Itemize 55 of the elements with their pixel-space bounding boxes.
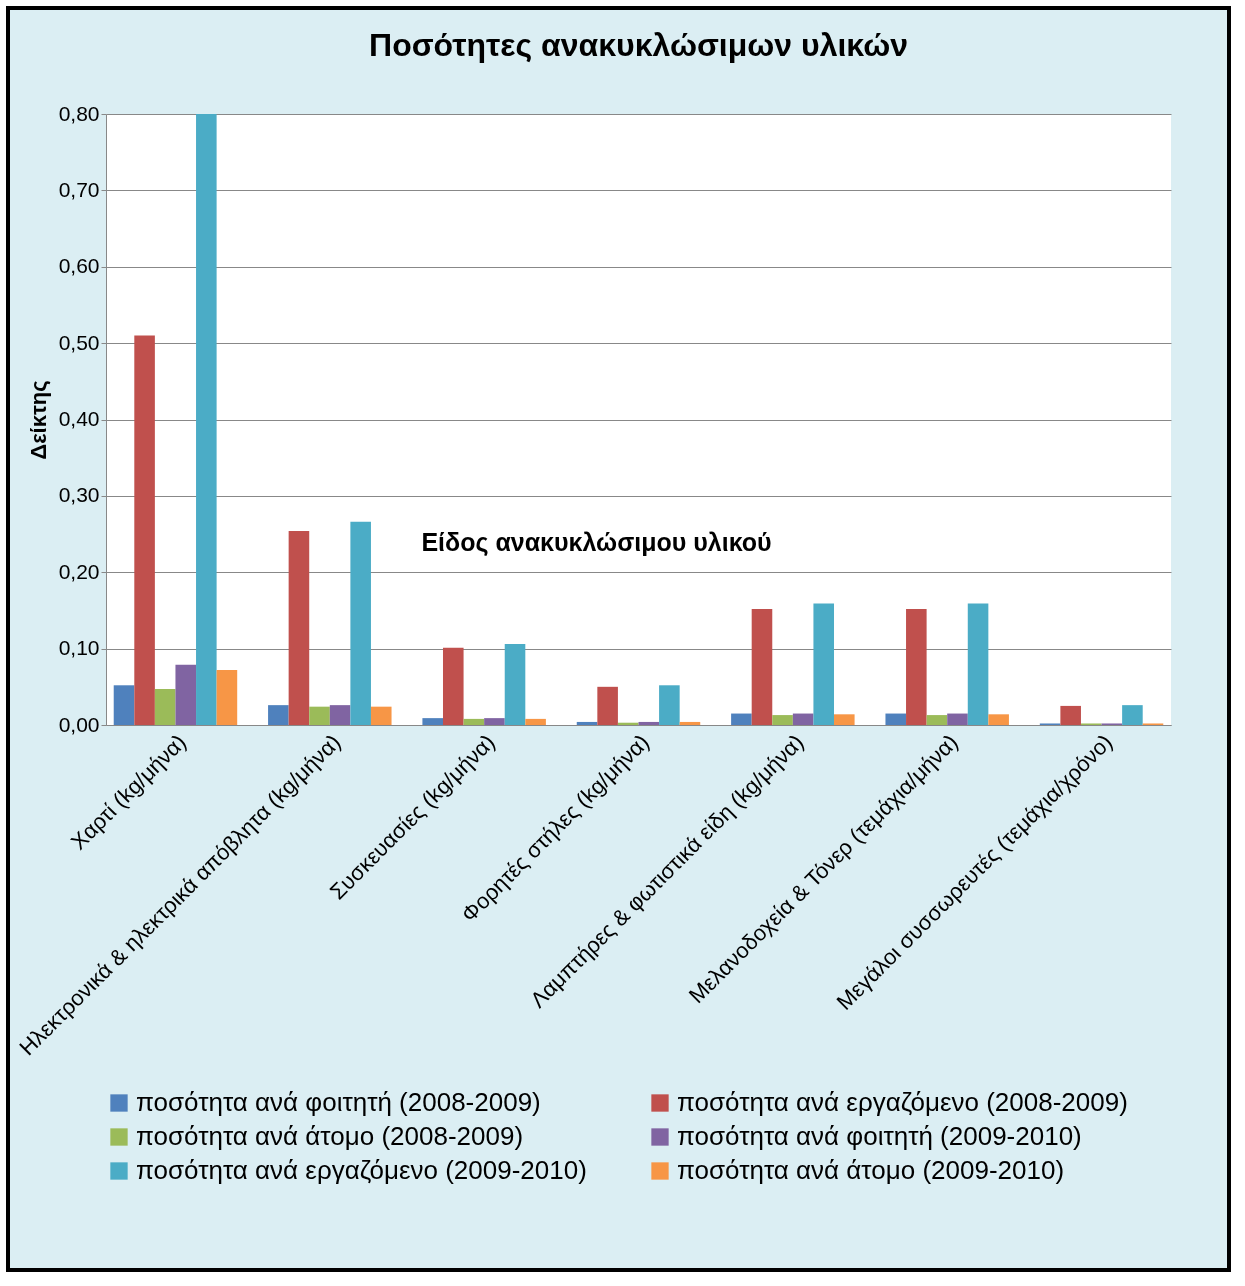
- bar: [216, 670, 238, 725]
- legend-label: ποσότητα ανά φοιτητή (2008-2009): [136, 1087, 541, 1117]
- y-tick-label: 0,30: [58, 483, 100, 507]
- legend-label: ποσότητα ανά εργαζόμενο (2009-2010): [136, 1155, 587, 1185]
- bar: [834, 714, 855, 725]
- bar: [463, 718, 485, 725]
- bar: [1122, 705, 1143, 725]
- bar: [329, 705, 351, 725]
- bar: [422, 718, 443, 725]
- legend-label: ποσότητα ανά άτομο (2008-2009): [136, 1121, 524, 1151]
- bar: [792, 713, 814, 725]
- chart-title: Ποσότητες ανακυκλώσιμων υλικών: [369, 27, 908, 63]
- bar: [134, 335, 155, 725]
- bar: [947, 713, 968, 725]
- bar: [1060, 705, 1081, 725]
- x-axis-title: Είδος ανακυκλώσιμου υλικού: [421, 527, 772, 557]
- bar: [885, 713, 907, 725]
- y-tick-label: 0,80: [58, 101, 100, 125]
- bar: [268, 705, 289, 725]
- bar: [484, 718, 505, 725]
- bar: [576, 721, 598, 725]
- bar: [175, 664, 197, 725]
- bar: [772, 715, 793, 725]
- bar: [967, 603, 989, 725]
- bar: [504, 644, 526, 725]
- y-tick-label: 0,50: [58, 330, 100, 354]
- bar: [926, 715, 948, 725]
- y-tick-label: 0,00: [58, 712, 100, 736]
- bar: [442, 647, 464, 725]
- bar: [154, 689, 176, 725]
- bar: [288, 531, 310, 725]
- bar: [350, 521, 371, 725]
- bar: [659, 685, 680, 725]
- y-tick-label: 0,40: [58, 407, 100, 430]
- y-tick-label: 0,70: [58, 177, 100, 201]
- y-axis-title: Δείκτης: [25, 380, 51, 460]
- bar: [731, 713, 752, 725]
- bar: [679, 721, 701, 725]
- y-tick-label: 0,10: [58, 636, 100, 660]
- bar: [525, 718, 546, 725]
- y-tick-label: 0,60: [58, 254, 100, 278]
- bar: [196, 114, 217, 725]
- bar: [813, 603, 835, 725]
- legend-label: ποσότητα ανά άτομο (2009-2010): [677, 1155, 1065, 1185]
- bar: [988, 714, 1009, 725]
- bar: [638, 721, 660, 725]
- bar: [370, 706, 392, 725]
- legend-label: ποσότητα ανά φοιτητή (2009-2010): [677, 1121, 1082, 1151]
- bar: [751, 608, 773, 725]
- bar: [309, 706, 330, 725]
- bar: [906, 608, 927, 725]
- bar: [597, 686, 618, 725]
- y-tick-label: 0,20: [58, 559, 100, 583]
- legend-label: ποσότητα ανά εργαζόμενο (2008-2009): [677, 1087, 1128, 1117]
- bar: [113, 685, 135, 725]
